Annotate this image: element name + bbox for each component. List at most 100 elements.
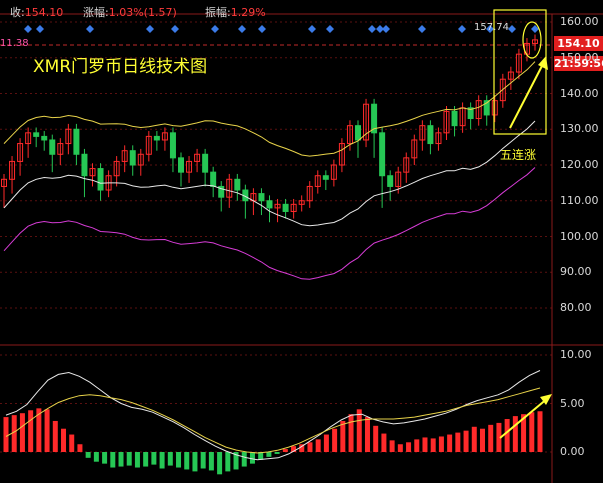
- histogram-bar: [3, 417, 9, 452]
- candle-body: [379, 132, 386, 177]
- lower-band-line: [3, 167, 536, 280]
- histogram-bar: [496, 422, 502, 452]
- candle-body: [483, 100, 490, 116]
- histogram-bar: [151, 452, 157, 465]
- indicator-tick-label: 5.00: [560, 396, 585, 410]
- histogram-bar: [282, 449, 288, 452]
- candle-body: [25, 132, 32, 145]
- histogram-bar: [110, 452, 116, 468]
- price-tick-label: 130.00: [560, 122, 599, 136]
- signal-diamond: [211, 25, 219, 33]
- histogram-bar: [471, 426, 477, 452]
- histogram-bar: [397, 444, 403, 452]
- candle-body: [129, 150, 136, 166]
- histogram-bar: [373, 425, 379, 452]
- peak-price-label: 157.74: [474, 22, 509, 33]
- histogram-bar: [340, 420, 346, 452]
- candle-body: [81, 153, 88, 177]
- histogram-bar: [414, 439, 420, 452]
- candle-body: [121, 150, 128, 162]
- histogram-bar: [184, 452, 190, 470]
- candle-body: [89, 168, 96, 177]
- candle-body: [186, 160, 193, 173]
- histogram-bar: [44, 409, 50, 452]
- candle-body: [427, 125, 434, 145]
- candle-body: [491, 100, 498, 116]
- candle-body: [1, 178, 7, 187]
- signal-diamond: [382, 25, 390, 33]
- candle-body: [258, 193, 265, 202]
- histogram-bar: [381, 433, 387, 452]
- candle-body: [314, 175, 321, 187]
- histogram-bar: [69, 434, 75, 452]
- candle-body: [153, 135, 160, 141]
- signal-diamond: [86, 25, 94, 33]
- candle-body: [363, 103, 370, 141]
- histogram-bar: [430, 438, 436, 452]
- signal-diamond: [458, 25, 466, 33]
- price-tick-label: 140.00: [560, 86, 599, 100]
- trend-arrow-top: [509, 61, 545, 129]
- candle-body: [234, 178, 241, 191]
- histogram-bar: [167, 452, 173, 466]
- candle-body: [282, 203, 289, 212]
- signal-diamond: [258, 25, 266, 33]
- indicator-line-slow: [5, 387, 541, 454]
- signal-diamond: [418, 25, 426, 33]
- histogram-bar: [389, 440, 395, 452]
- signal-diamond: [531, 25, 539, 33]
- histogram-bar: [529, 412, 535, 452]
- change-readout: 涨幅:1.03%(1.57): [83, 6, 177, 19]
- histogram-bar: [52, 420, 58, 452]
- candle-body: [41, 135, 48, 141]
- candle-body: [322, 175, 329, 180]
- candle-body: [298, 200, 305, 205]
- signal-diamond: [308, 25, 316, 33]
- candle-body: [499, 78, 506, 102]
- candle-body: [274, 203, 281, 209]
- candle-body: [306, 185, 313, 202]
- histogram-bar: [422, 437, 428, 452]
- highlight-ellipse: [522, 21, 542, 59]
- histogram-bar: [61, 428, 67, 452]
- candle-body: [475, 100, 482, 120]
- candle-body: [49, 139, 56, 155]
- candle-body: [467, 107, 474, 120]
- histogram-bar: [455, 432, 461, 452]
- signal-diamond: [508, 25, 516, 33]
- histogram-bar: [36, 408, 42, 452]
- histogram-bar: [176, 452, 182, 468]
- histogram-bar: [77, 444, 83, 452]
- candle-body: [137, 153, 144, 166]
- signal-diamond: [36, 25, 44, 33]
- candle-body: [194, 153, 201, 162]
- five-day-rise-annotation: 五连涨: [500, 148, 537, 162]
- close-readout: 收:154.10: [10, 6, 64, 19]
- histogram-bar: [323, 434, 329, 452]
- histogram-bar: [438, 436, 444, 452]
- candle-body: [403, 157, 410, 173]
- candle-body: [330, 164, 337, 180]
- candle-body: [161, 132, 168, 141]
- histogram-bar: [258, 452, 264, 460]
- candle-body: [210, 171, 217, 187]
- middle-band-line: [3, 120, 536, 227]
- signal-diamond: [326, 25, 334, 33]
- histogram-bar: [192, 452, 198, 472]
- candle-body: [411, 139, 418, 159]
- candle-body: [97, 168, 104, 191]
- histogram-bar: [159, 452, 165, 469]
- signal-diamond: [368, 25, 376, 33]
- histogram-bar: [233, 452, 239, 470]
- candle-body: [515, 53, 522, 73]
- histogram-bar: [102, 452, 108, 464]
- histogram-bar: [364, 417, 370, 452]
- indicator-tick-label: 10.00: [560, 348, 592, 361]
- candle-body: [435, 132, 442, 145]
- histogram-bar: [479, 428, 485, 452]
- price-tick-label: 80.00: [560, 301, 592, 314]
- signal-diamond: [238, 25, 246, 33]
- histogram-bar: [225, 452, 231, 472]
- histogram-bar: [274, 452, 280, 454]
